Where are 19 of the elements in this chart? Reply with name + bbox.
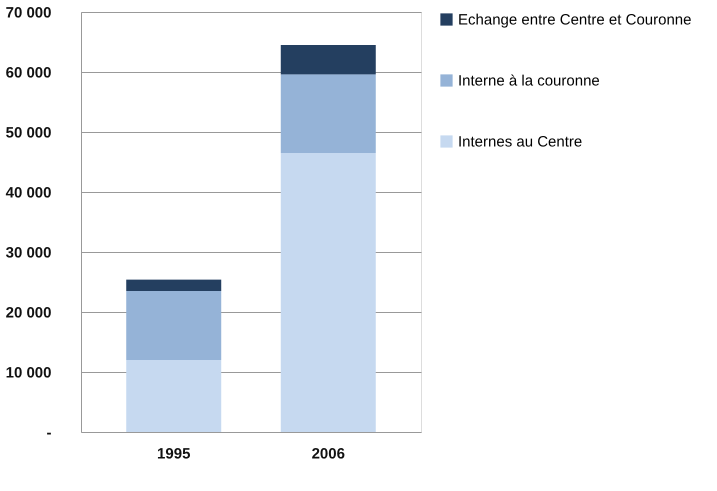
y-tick-label: 50 000: [6, 124, 52, 142]
bar: [126, 291, 222, 360]
y-tick-label: 10 000: [6, 364, 52, 382]
legend-label: Interne à la couronne: [458, 72, 600, 90]
bar: [280, 74, 376, 153]
bar: [126, 280, 222, 291]
x-tick-label: 1995: [157, 446, 190, 462]
y-tick-label: -: [46, 424, 52, 442]
y-tick-label: 30 000: [6, 244, 52, 262]
bar: [280, 153, 376, 432]
legend-label: Internes au Centre: [458, 134, 582, 150]
x-tick-label: 2006: [312, 446, 345, 462]
y-tick-label: 20 000: [6, 304, 52, 322]
bar: [126, 360, 222, 432]
y-tick-label: 40 000: [6, 184, 52, 202]
legend-label: Echange entre Centre et Couronne: [458, 12, 692, 28]
bar: [280, 45, 376, 74]
y-tick-label: 70 000: [6, 4, 52, 22]
y-tick-label: 60 000: [6, 64, 52, 82]
